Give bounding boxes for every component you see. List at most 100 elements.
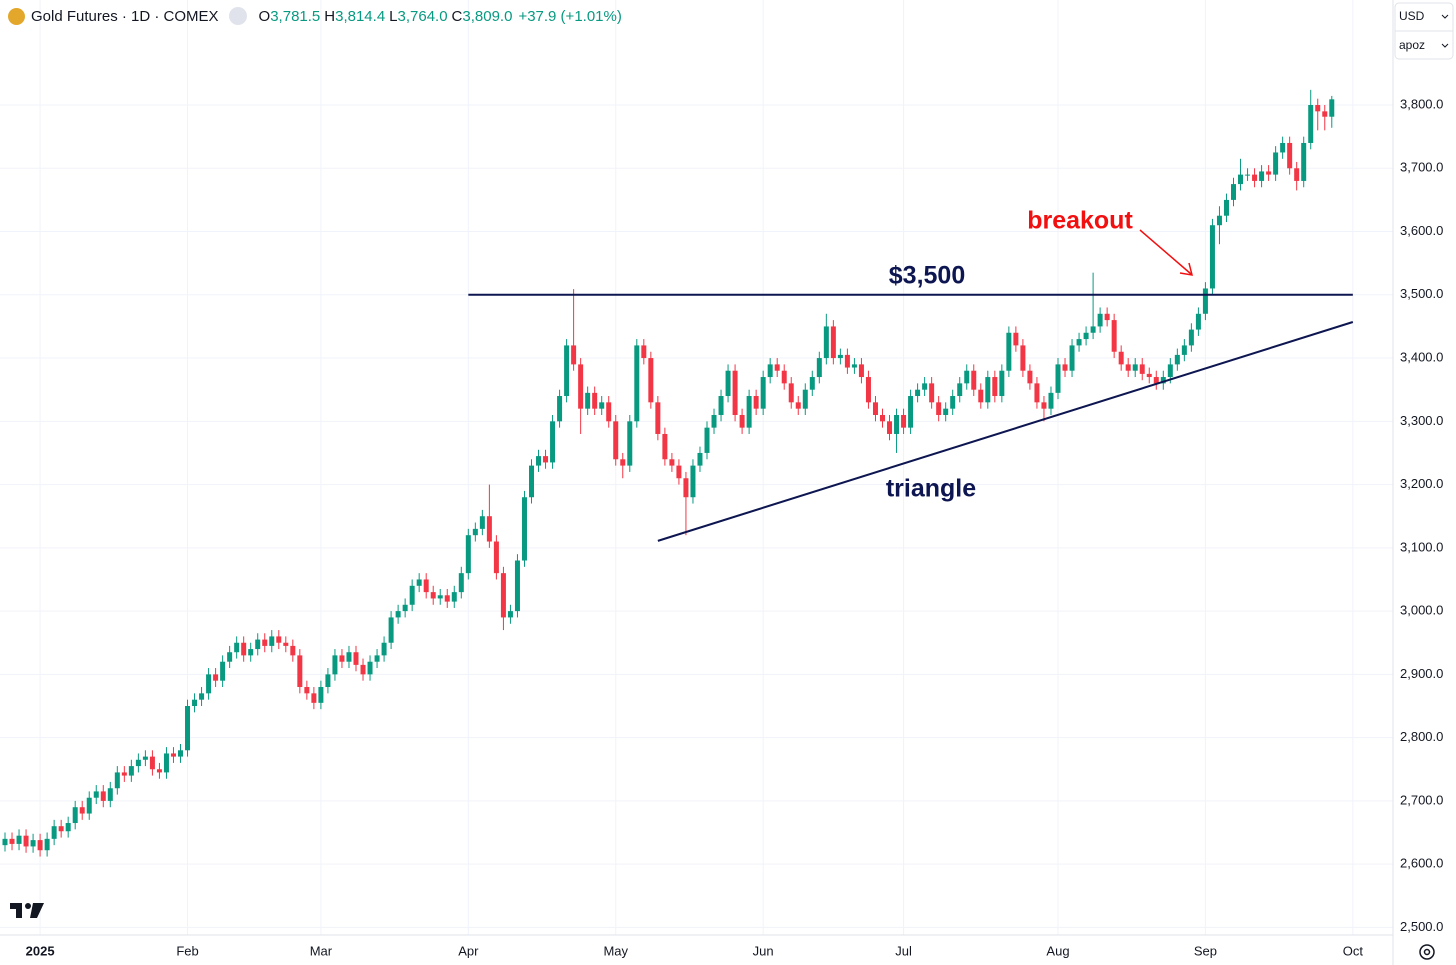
y-tick-label: 3,800.0: [1400, 96, 1443, 111]
symbol-logo: [8, 7, 25, 25]
candle-body: [788, 383, 794, 403]
candle-body: [318, 687, 324, 703]
candle-body: [1294, 168, 1300, 181]
candle-body: [1083, 332, 1089, 340]
x-tick-label: Jul: [895, 943, 912, 958]
candle-body: [809, 377, 815, 390]
candle-body: [732, 370, 738, 415]
candle-body: [170, 753, 176, 757]
candle-body: [192, 699, 198, 706]
candle-body: [543, 456, 549, 463]
candle-body: [1329, 99, 1335, 117]
candle-body: [30, 840, 36, 847]
candle-body: [93, 791, 99, 798]
x-tick-label: Jun: [753, 943, 774, 958]
candle-body: [599, 402, 605, 409]
candle-body: [227, 652, 233, 662]
candle-body: [185, 705, 191, 751]
breakout-arrow: [1139, 229, 1194, 276]
candle-body: [1034, 383, 1040, 403]
candle-body: [1301, 142, 1307, 181]
ohlc-value: 3,814.4: [335, 7, 386, 25]
candle-body: [971, 370, 977, 390]
y-tick-label: 2,500.0: [1400, 919, 1443, 934]
candle-body: [1231, 184, 1236, 200]
candle-body: [746, 396, 752, 428]
breakout-label: breakout: [1027, 207, 1133, 235]
candle-body: [536, 456, 542, 466]
candle-body: [1132, 364, 1138, 371]
candle-body: [269, 636, 275, 646]
candle-body: [683, 478, 689, 498]
candle-body: [613, 421, 619, 460]
candle-body: [178, 750, 183, 757]
y-tick-label: 3,000.0: [1400, 603, 1443, 618]
user[interactable]: apoz: [1399, 38, 1425, 52]
candle-body: [767, 364, 773, 378]
candle-body: [465, 535, 471, 574]
candle-body: [823, 326, 829, 359]
candle-body: [774, 364, 780, 371]
candle-body: [374, 655, 380, 662]
candle-body: [353, 652, 359, 665]
candle-body: [72, 807, 78, 824]
candle-body: [529, 465, 534, 498]
candle-body: [1252, 174, 1258, 181]
tv-logo: [10, 903, 44, 918]
candle-body: [100, 791, 106, 801]
candle-body: [1027, 370, 1033, 384]
candle-body: [437, 595, 443, 599]
candle-body: [1259, 171, 1265, 181]
candle-body: [128, 766, 134, 776]
candle-body: [149, 756, 155, 770]
candle-body: [107, 788, 113, 801]
candle-body: [1090, 326, 1096, 333]
candle-body: [865, 377, 871, 403]
settings-icon[interactable]: [1419, 944, 1435, 960]
x-tick-label: Apr: [458, 943, 479, 958]
candle-body: [753, 396, 759, 409]
trend-line: [657, 321, 1354, 542]
candle-body: [339, 655, 345, 662]
candle-body: [1308, 105, 1314, 143]
candles: [2, 89, 1335, 857]
candle-body: [311, 693, 317, 703]
x-tick-label: Mar: [310, 943, 333, 958]
candle-body: [297, 655, 303, 688]
x-tick-label: Feb: [176, 943, 198, 958]
candle-body: [199, 693, 205, 700]
candle-body: [1223, 199, 1229, 216]
candle-body: [1111, 320, 1117, 352]
candle-body: [964, 370, 970, 384]
candle-body: [943, 408, 949, 415]
candle-body: [472, 528, 478, 536]
currency[interactable]: USD: [1399, 9, 1425, 23]
candle-body: [620, 459, 626, 466]
candle-body: [648, 358, 654, 403]
candle-body: [1273, 152, 1279, 175]
candle-body: [206, 674, 212, 694]
candle-body: [634, 345, 640, 422]
candle-body: [606, 402, 612, 422]
candle-body: [1006, 332, 1012, 371]
candle-body: [571, 345, 577, 365]
candle-body: [999, 370, 1005, 397]
candle-body: [1188, 329, 1194, 346]
candle-body: [585, 392, 591, 409]
candle-body: [416, 579, 422, 586]
candle-body: [1167, 364, 1173, 378]
candle-body: [837, 354, 843, 359]
candle-body: [121, 772, 127, 776]
candle-body: [985, 377, 991, 403]
candle-body: [578, 364, 584, 409]
candle-body: [86, 797, 92, 814]
candle-body: [1076, 339, 1082, 346]
x-tick-label: Sep: [1194, 943, 1217, 958]
candle-body: [550, 421, 556, 463]
candle-body: [851, 364, 857, 368]
candle-body: [1041, 402, 1047, 409]
candle-body: [795, 402, 801, 409]
candle-body: [248, 649, 254, 656]
candle-body: [1280, 142, 1286, 153]
candle-body: [781, 370, 787, 384]
